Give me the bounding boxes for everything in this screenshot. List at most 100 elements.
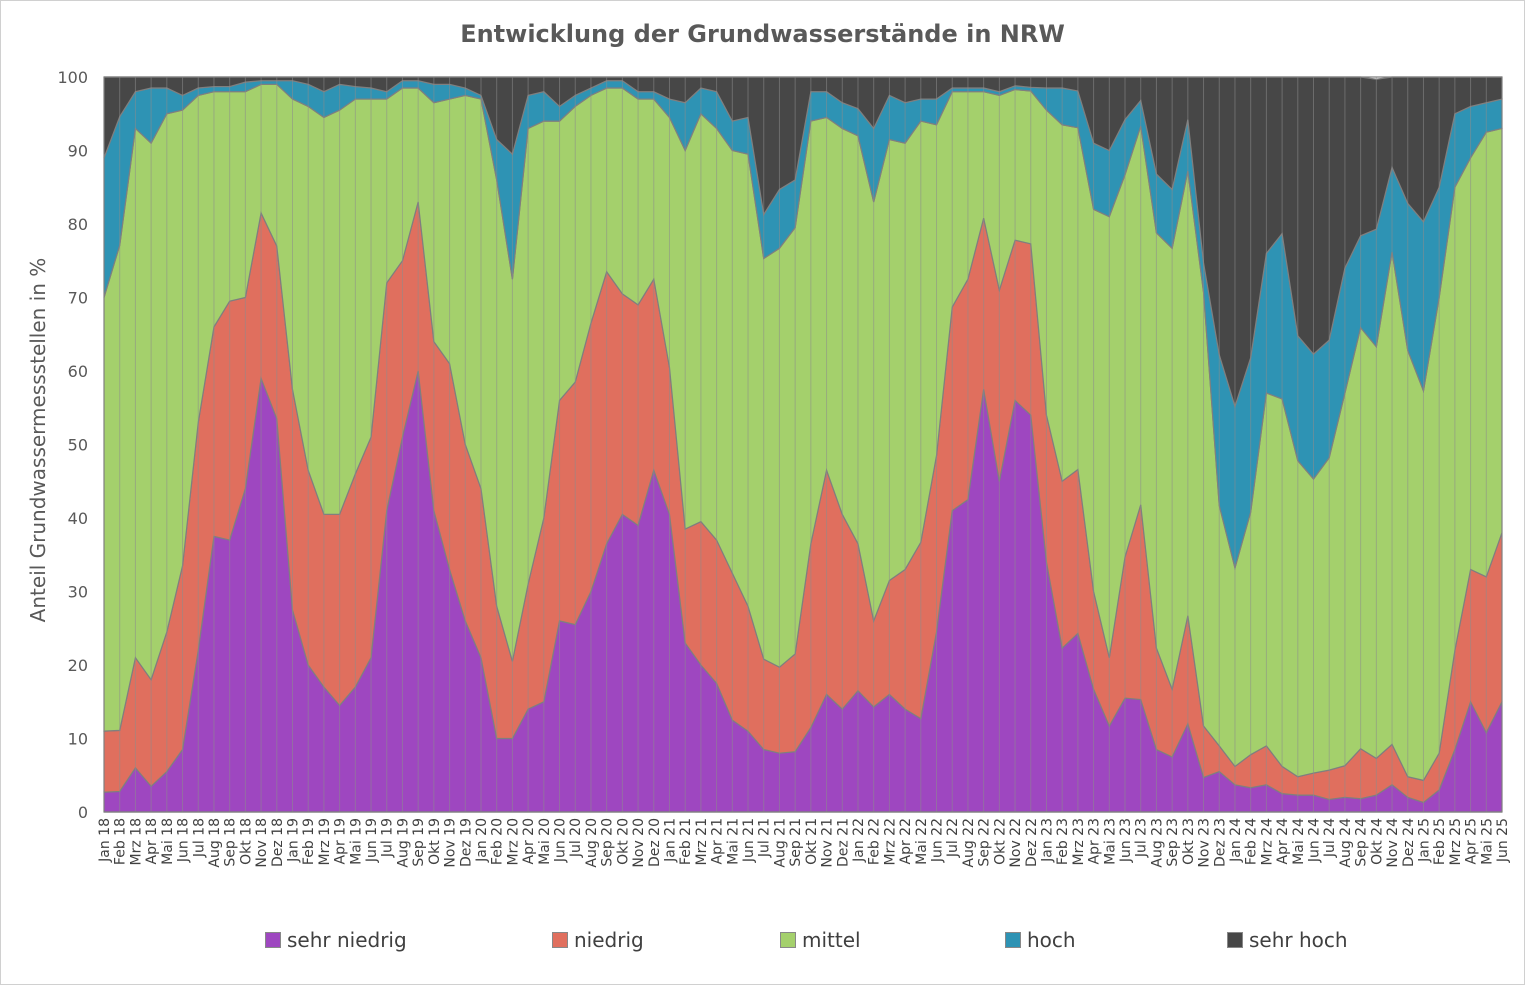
x-tick-label: Feb 22 xyxy=(867,818,883,865)
x-tick-label: Mai 19 xyxy=(348,818,364,865)
x-tick-label: Mai 25 xyxy=(1479,818,1495,865)
x-tick-label: Nov 19 xyxy=(443,818,459,868)
x-tick-label: Apr 22 xyxy=(898,818,914,864)
y-tick-label: 60 xyxy=(68,362,88,381)
x-tick-label: Nov 20 xyxy=(631,818,647,868)
x-tick-label: Mai 18 xyxy=(160,818,176,865)
x-tick-label: Jun 18 xyxy=(176,818,192,863)
x-tick-label: Jan 23 xyxy=(1039,818,1055,863)
x-tick-label: Jul 24 xyxy=(1322,818,1338,858)
x-tick-label: Okt 22 xyxy=(992,818,1008,865)
y-tick-label: 90 xyxy=(68,142,88,161)
legend-label: hoch xyxy=(1027,928,1076,952)
legend-label: sehr hoch xyxy=(1249,928,1348,952)
legend-swatch xyxy=(780,932,796,948)
legend-item: hoch xyxy=(1005,928,1076,952)
x-tick-label: Jan 21 xyxy=(662,818,678,863)
x-tick-label: Apr 23 xyxy=(1087,818,1103,864)
x-tick-label: Nov 23 xyxy=(1197,818,1213,868)
x-tick-label: Apr 24 xyxy=(1275,818,1291,865)
x-tick-label: Sep 21 xyxy=(788,818,804,867)
legend-swatch xyxy=(552,932,568,948)
x-tick-label: Dez 19 xyxy=(458,818,474,867)
y-tick-label: 50 xyxy=(68,436,88,455)
x-tick-label: Mrz 18 xyxy=(128,818,144,865)
x-tick-label: Mrz 19 xyxy=(317,818,333,865)
x-tick-label: Okt 24 xyxy=(1369,818,1385,865)
x-tick-label: Jun 24 xyxy=(1307,818,1323,863)
y-tick-label: 10 xyxy=(68,730,88,749)
x-tick-label: Mrz 24 xyxy=(1259,818,1275,866)
x-tick-label: Aug 20 xyxy=(584,818,600,868)
x-tick-label: Jan 20 xyxy=(474,818,490,863)
legend-item: mittel xyxy=(780,928,861,952)
x-tick-label: Feb 18 xyxy=(113,818,129,865)
x-tick-label: Aug 21 xyxy=(772,818,788,868)
x-tick-label: Mrz 20 xyxy=(505,818,521,865)
y-tick-label: 80 xyxy=(68,215,88,234)
x-tick-label: Jun 20 xyxy=(553,818,569,863)
x-tick-label: Jun 19 xyxy=(364,818,380,863)
legend-item: sehr hoch xyxy=(1227,928,1348,952)
x-tick-label: Dez 20 xyxy=(647,818,663,867)
x-tick-label: Apr 25 xyxy=(1464,818,1480,864)
x-tick-label: Dez 18 xyxy=(270,818,286,867)
x-tick-label: Nov 24 xyxy=(1385,818,1401,868)
x-tick-label: Mai 24 xyxy=(1291,818,1307,865)
y-tick-label: 30 xyxy=(68,583,88,602)
x-tick-label: Okt 18 xyxy=(238,818,254,865)
x-tick-label: Sep 19 xyxy=(411,818,427,867)
legend-swatch xyxy=(1227,932,1243,948)
x-tick-label: Sep 22 xyxy=(977,818,993,867)
x-tick-label: Dez 23 xyxy=(1212,818,1228,867)
x-tick-label: Jul 20 xyxy=(568,818,584,858)
x-tick-label: Jul 18 xyxy=(191,818,207,858)
x-tick-label: Mai 23 xyxy=(1102,818,1118,865)
x-tick-label: Okt 20 xyxy=(615,818,631,865)
x-tick-label: Feb 21 xyxy=(678,818,694,865)
x-tick-label: Dez 24 xyxy=(1401,818,1417,867)
x-tick-label: Sep 18 xyxy=(223,818,239,867)
legend-label: sehr niedrig xyxy=(287,928,407,952)
x-tick-label: Jan 19 xyxy=(285,818,301,863)
x-tick-label: Feb 19 xyxy=(301,818,317,865)
x-tick-label: Jul 22 xyxy=(945,818,961,858)
legend-swatch xyxy=(265,932,281,948)
legend-item: sehr niedrig xyxy=(265,928,407,952)
x-tick-label: Mai 21 xyxy=(725,818,741,865)
x-tick-label: Jul 23 xyxy=(1134,818,1150,858)
x-tick-label: Mai 20 xyxy=(537,818,553,865)
y-tick-label: 100 xyxy=(57,68,88,87)
x-tick-label: Aug 18 xyxy=(207,818,223,868)
x-tick-label: Feb 23 xyxy=(1055,818,1071,865)
x-tick-label: Dez 22 xyxy=(1024,818,1040,867)
x-tick-label: Nov 22 xyxy=(1008,818,1024,868)
x-tick-label: Jun 21 xyxy=(741,818,757,863)
y-tick-label: 20 xyxy=(68,656,88,675)
x-tick-label: Aug 24 xyxy=(1338,818,1354,868)
legend-swatch xyxy=(1005,932,1021,948)
x-tick-label: Apr 19 xyxy=(333,818,349,864)
x-tick-label: Feb 24 xyxy=(1244,818,1260,865)
x-tick-label: Jul 19 xyxy=(380,818,396,858)
x-tick-label: Jun 22 xyxy=(930,818,946,863)
x-tick-label: Feb 25 xyxy=(1432,818,1448,865)
x-tick-label: Mai 22 xyxy=(914,818,930,865)
legend-label: niedrig xyxy=(574,928,644,952)
x-tick-label: Okt 21 xyxy=(804,818,820,865)
x-tick-label: Jan 18 xyxy=(97,818,113,863)
x-tick-label: Aug 22 xyxy=(961,818,977,868)
x-tick-label: Aug 19 xyxy=(395,818,411,868)
x-tick-label: Sep 20 xyxy=(600,818,616,867)
legend: sehr niedrig niedrig mittel hoch sehr hoch xyxy=(265,928,1365,958)
x-tick-label: Sep 24 xyxy=(1354,818,1370,867)
x-tick-label: Apr 21 xyxy=(710,818,726,864)
y-tick-label: 40 xyxy=(68,509,88,528)
legend-label: mittel xyxy=(802,928,861,952)
x-tick-label: Mrz 21 xyxy=(694,818,710,865)
y-tick-label: 70 xyxy=(68,289,88,308)
chart-title: Entwicklung der Grundwasserstände in NRW xyxy=(460,20,1065,48)
x-tick-label: Aug 23 xyxy=(1149,818,1165,868)
legend-item: niedrig xyxy=(552,928,644,952)
x-tick-label: Nov 18 xyxy=(254,818,270,868)
